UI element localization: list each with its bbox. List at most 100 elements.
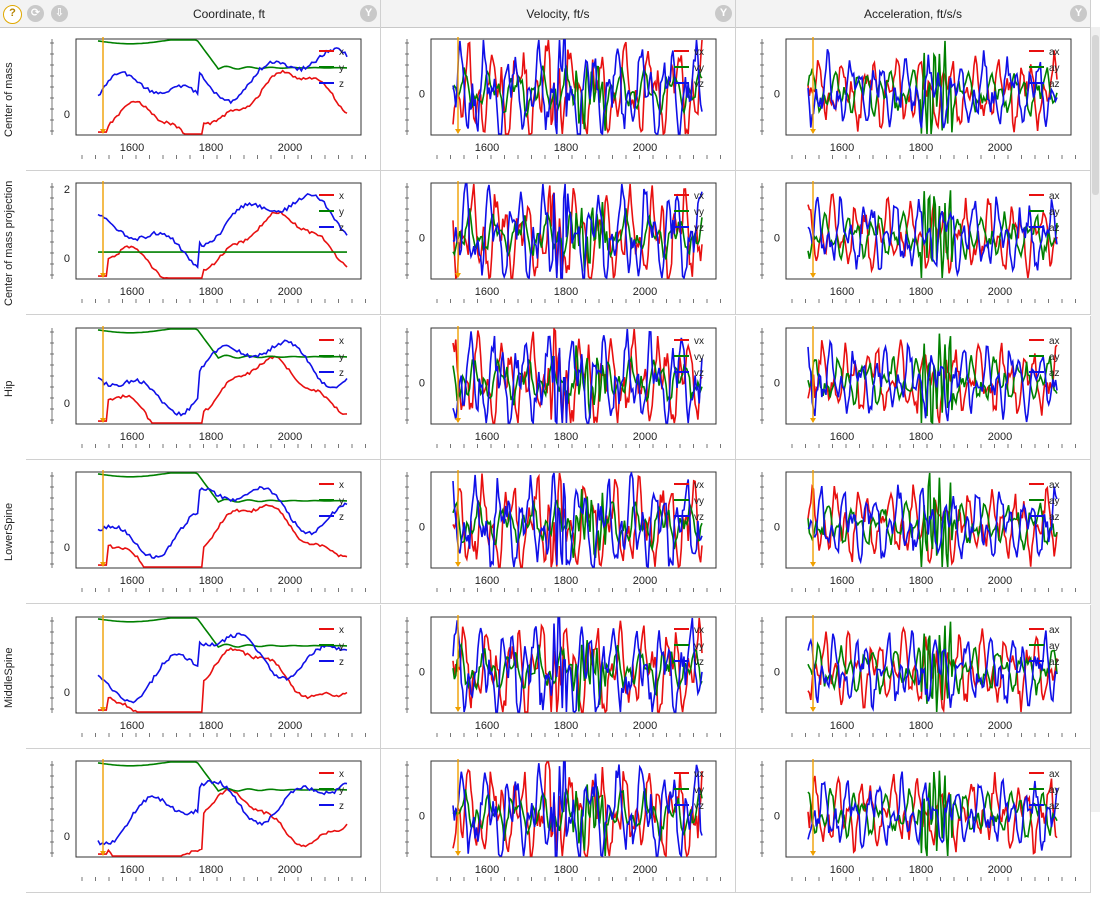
legend-label: y	[339, 207, 344, 218]
legend-label: x	[339, 191, 344, 202]
filter-icon[interactable]: Y	[1070, 5, 1087, 22]
legend-label: vy	[694, 207, 704, 218]
plot-frame	[75, 182, 362, 280]
time-marker-arrow[interactable]	[100, 129, 106, 134]
legend-label: vx	[694, 191, 704, 202]
series-line-ax	[807, 339, 1058, 424]
x-tick-label: 2000	[633, 431, 657, 443]
chart-panel: 1600 1800 2000 0 vx vy vz	[381, 460, 736, 604]
chart-svg: 1600 1800 2000 0 vx vy vz	[405, 470, 721, 592]
column-title: Velocity, ft/s	[526, 7, 590, 21]
time-marker-arrow[interactable]	[810, 562, 816, 567]
row-label-0: Center of mass	[0, 27, 26, 171]
y-zero-label: 0	[774, 233, 780, 245]
time-marker-arrow[interactable]	[810, 418, 816, 423]
x-tick-label: 2000	[988, 431, 1012, 443]
time-marker-arrow[interactable]	[455, 562, 461, 567]
legend-label: ay	[1049, 352, 1060, 363]
series-group	[97, 192, 348, 279]
chart-panel: 1600 1800 2000 0 x y z	[26, 460, 381, 604]
filter-icon[interactable]: Y	[715, 5, 732, 22]
plot-frame	[785, 182, 1072, 280]
chart-panel: 1600 1800 2000 0 ax ay az	[736, 605, 1091, 749]
filter-icon[interactable]: Y	[360, 5, 377, 22]
series-group	[807, 621, 1058, 713]
x-tick-label: 2000	[988, 286, 1012, 298]
x-tick-label: 1800	[554, 431, 578, 443]
x-tick-label: 1800	[554, 286, 578, 298]
series-line-ay	[807, 472, 1058, 568]
scrollbar-thumb[interactable]	[1092, 35, 1099, 195]
y-zero-label: 0	[774, 667, 780, 679]
time-marker-arrow[interactable]	[100, 418, 106, 423]
series-line-x	[98, 69, 348, 135]
x-tick-label: 1600	[830, 864, 854, 876]
legend-label: vy	[694, 352, 704, 363]
legend-label: vx	[694, 480, 704, 491]
legend-label: y	[339, 641, 344, 652]
legend-label: az	[1049, 801, 1060, 812]
time-marker-arrow[interactable]	[100, 707, 106, 712]
x-tick-label: 1800	[554, 142, 578, 154]
column-title: Coordinate, ft	[192, 7, 266, 21]
series-line-y	[97, 761, 348, 792]
legend-label: vx	[694, 336, 704, 347]
x-tick-label: 1600	[120, 575, 144, 587]
legend-label: ax	[1049, 47, 1060, 58]
x-tick-label: 1800	[199, 864, 223, 876]
time-marker-arrow[interactable]	[455, 418, 461, 423]
series-line-az	[807, 49, 1058, 129]
legend-label: vy	[694, 785, 704, 796]
x-tick-label: 2000	[988, 720, 1012, 732]
x-tick-label: 1600	[120, 864, 144, 876]
series-line-x	[98, 647, 348, 713]
chart-svg: 1600 1800 2000 0 vx vy vz	[405, 759, 721, 881]
time-marker-arrow[interactable]	[100, 273, 106, 278]
vertical-scrollbar[interactable]	[1091, 27, 1100, 812]
legend-label: vx	[694, 47, 704, 58]
legend-label: vz	[694, 79, 704, 90]
x-tick-label: 2000	[988, 575, 1012, 587]
series-line-z	[97, 485, 348, 559]
legend-label: ax	[1049, 480, 1060, 491]
series-group	[452, 39, 703, 135]
x-tick-label: 1600	[120, 142, 144, 154]
chart-svg: 1600 1800 2000 0 xyz	[50, 759, 366, 881]
series-group	[452, 472, 703, 568]
x-tick-label: 2000	[633, 286, 657, 298]
time-marker-arrow[interactable]	[100, 562, 106, 567]
header-corner: ? ⟳ ⇩	[0, 0, 79, 28]
time-marker-arrow[interactable]	[455, 851, 461, 856]
x-tick-label: 1800	[554, 720, 578, 732]
x-tick-label: 1800	[199, 575, 223, 587]
plot-frame	[785, 327, 1072, 425]
plot-frame	[430, 182, 717, 280]
y-zero-label: 0	[64, 109, 70, 121]
chart-svg: 1600 1800 2000 0 xyz	[50, 326, 366, 448]
row-label-text: Center of mass projection	[3, 180, 15, 306]
time-marker-arrow[interactable]	[810, 707, 816, 712]
legend-label: az	[1049, 512, 1060, 523]
plot-frame	[75, 38, 362, 136]
chart-panel: 1600 1800 2000 0 2 x y z	[26, 171, 381, 315]
refresh-icon[interactable]: ⟳	[27, 5, 44, 22]
time-marker-arrow[interactable]	[810, 129, 816, 134]
time-marker-arrow[interactable]	[455, 129, 461, 134]
x-tick-label: 2000	[988, 142, 1012, 154]
time-marker-arrow[interactable]	[810, 851, 816, 856]
download-icon[interactable]: ⇩	[51, 5, 68, 22]
legend-label: vz	[694, 801, 704, 812]
legend-label: x	[339, 480, 344, 491]
chart-svg: 1600 1800 2000 0 xyz	[50, 615, 366, 737]
column-header-1: Velocity, ft/s Y	[381, 0, 736, 28]
time-marker-arrow[interactable]	[455, 273, 461, 278]
column-title: Acceleration, ft/s/s	[863, 7, 963, 21]
series-line-x	[98, 788, 348, 857]
time-marker-arrow[interactable]	[810, 273, 816, 278]
y-zero-label: 0	[419, 378, 425, 390]
legend-label: vy	[694, 641, 704, 652]
chart-svg: 1600 1800 2000 0 ax ay az	[760, 615, 1076, 737]
time-marker-arrow[interactable]	[455, 707, 461, 712]
help-icon[interactable]: ?	[3, 5, 22, 24]
legend-label: vz	[694, 223, 704, 234]
